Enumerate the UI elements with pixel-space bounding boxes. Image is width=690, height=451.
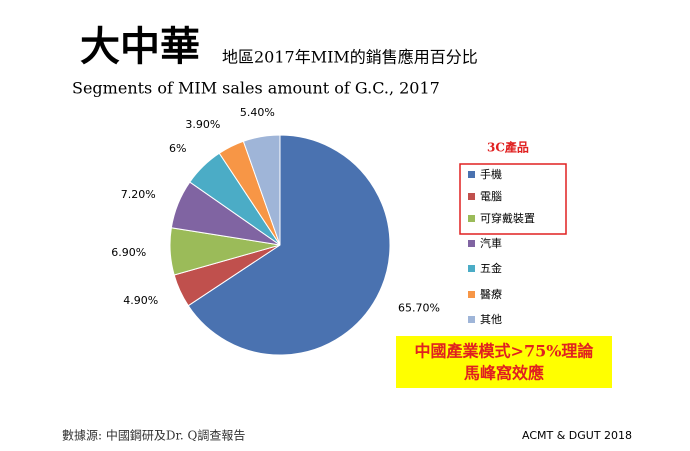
- data-label: 6.90%: [111, 246, 146, 259]
- legend-swatch: [468, 240, 475, 247]
- credit: ACMT & DGUT 2018: [522, 429, 632, 442]
- legend-label: 其他: [480, 313, 502, 326]
- legend-swatch: [468, 171, 475, 178]
- source: 數據源: 中國鋼研及Dr. Q調查報告: [62, 428, 245, 443]
- legend-group-label: 3C產品: [487, 140, 529, 155]
- legend-swatch: [468, 316, 475, 323]
- legend-group-box: [459, 163, 567, 235]
- pie-slice: [187, 134, 391, 356]
- legend-swatch: [468, 215, 475, 222]
- callout-line: 馬峰窩效應: [464, 364, 544, 383]
- legend-label: 五金: [480, 261, 502, 275]
- title-suffix: 地區2017年MIM的銷售應用百分比: [222, 48, 478, 67]
- data-label: 65.70%: [398, 301, 440, 314]
- legend-label: 電腦: [480, 189, 502, 203]
- legend-label: 醫療: [480, 287, 502, 301]
- data-label: 6%: [169, 142, 186, 155]
- data-label: 3.90%: [185, 118, 220, 131]
- legend-swatch: [468, 193, 475, 200]
- callout-box: [396, 336, 612, 388]
- pie-slice: [242, 134, 281, 246]
- callout-line: 中國產業模式>75%理論: [415, 342, 595, 361]
- title: 大中華: [80, 23, 200, 70]
- subtitle: Segments of MIM sales amount of G.C., 20…: [72, 79, 440, 98]
- legend-label: 可穿戴裝置: [480, 211, 535, 225]
- legend-label: 汽車: [480, 236, 502, 250]
- data-label: 7.20%: [121, 188, 156, 201]
- legend-swatch: [468, 265, 475, 272]
- data-label: 4.90%: [123, 294, 158, 307]
- legend-swatch: [468, 291, 475, 298]
- legend-label: 手機: [480, 167, 502, 181]
- data-label: 5.40%: [240, 106, 275, 119]
